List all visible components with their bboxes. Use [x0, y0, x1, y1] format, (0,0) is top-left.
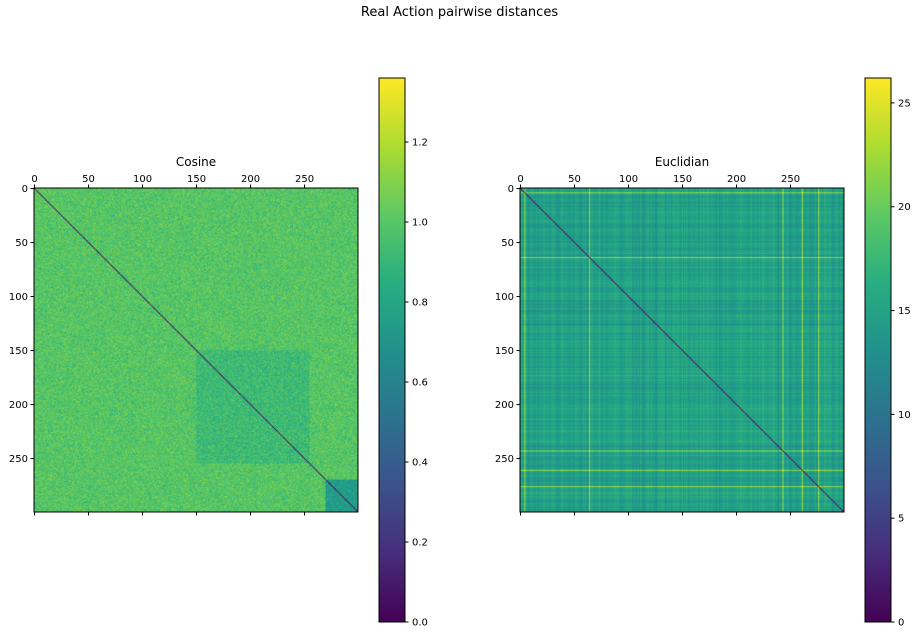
y-tick-label: 200	[495, 400, 514, 411]
x-tick-label: 0	[31, 174, 37, 185]
euclidian-colorbar-frame	[864, 77, 892, 623]
euclidian-heatmap	[520, 188, 844, 512]
x-tick-label: 100	[133, 174, 152, 185]
colorbar-tick-label: 0.6	[412, 378, 428, 389]
x-tick-label: 150	[187, 174, 206, 185]
colorbar-tick-label: 0	[898, 618, 904, 629]
x-tick-label: 250	[781, 174, 800, 185]
colorbar-tick-label: 0.0	[412, 618, 428, 629]
x-tick-label: 0	[517, 174, 523, 185]
euclidian-axis-ticks: 0 50 100 150 200 250 0 50 100 150 200 250	[495, 174, 800, 516]
euclidian-colorbar-ticks: 0 5 10 15 20 25	[891, 98, 911, 629]
cosine-colorbar-ticks: 0.0 0.2 0.4 0.6 0.8 1.0 1.2	[405, 138, 428, 629]
x-tick-label: 100	[619, 174, 638, 185]
y-tick-label: 250	[495, 454, 514, 465]
cosine-title: Cosine	[176, 155, 216, 169]
euclidian-axes-frame	[519, 187, 845, 513]
colorbar-tick-label: 20	[898, 202, 911, 213]
x-tick-label: 50	[82, 174, 95, 185]
x-tick-label: 50	[568, 174, 581, 185]
colorbar-tick-label: 0.4	[412, 458, 428, 469]
x-tick-label: 250	[295, 174, 314, 185]
euclidian-panel: Euclidian 0 50 100 150 200 250050100150200250…	[495, 77, 911, 629]
y-tick-label: 150	[9, 346, 28, 357]
y-tick-label: 200	[9, 400, 28, 411]
euclidian-title: Euclidian	[655, 155, 709, 169]
y-tick-label: 0	[22, 184, 28, 195]
cosine-colorbar-frame	[378, 77, 406, 623]
y-tick-label: 50	[501, 238, 514, 249]
cosine-colorbar	[379, 78, 405, 622]
colorbar-tick-label: 15	[898, 306, 911, 317]
colorbar-tick-label: 1.2	[412, 138, 428, 149]
colorbar-tick-label: 25	[898, 98, 911, 109]
colorbar-tick-label: 0.8	[412, 298, 428, 309]
colorbar-tick-label: 10	[898, 410, 911, 421]
y-tick-label: 250	[9, 454, 28, 465]
cosine-axis-ticks: 0 50 100 150 200 250 0 50 100 150 200 250	[9, 174, 314, 516]
cosine-heatmap	[34, 188, 358, 512]
y-tick-label: 0	[508, 184, 514, 195]
colorbar-tick-label: 1.0	[412, 218, 428, 229]
y-tick-label: 50	[15, 238, 28, 249]
cosine-axes-frame	[33, 187, 359, 513]
colorbar-tick-label: 0.2	[412, 538, 428, 549]
euclidian-colorbar	[865, 78, 891, 622]
x-tick-label: 200	[241, 174, 260, 185]
figure-title: Real Action pairwise distances	[360, 5, 559, 20]
y-tick-label: 100	[9, 292, 28, 303]
x-tick-label: 200	[727, 174, 746, 185]
y-tick-label: 150	[495, 346, 514, 357]
y-tick-label: 100	[495, 292, 514, 303]
cosine-panel: Cosine 0 50 100 150 200 250 0 50 100 150 200 250 0.…	[9, 77, 428, 629]
x-tick-label: 150	[673, 174, 692, 185]
colorbar-tick-label: 5	[898, 514, 904, 525]
